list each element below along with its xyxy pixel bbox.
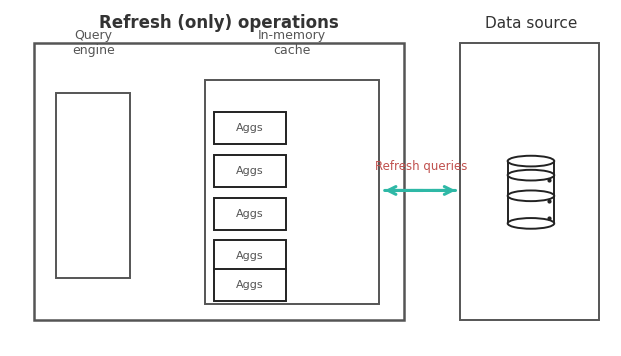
Text: Aggs: Aggs <box>236 123 264 133</box>
Bar <box>214 269 286 301</box>
Bar <box>460 43 599 320</box>
Bar <box>34 43 404 320</box>
Ellipse shape <box>508 190 555 201</box>
Text: Aggs: Aggs <box>236 251 264 261</box>
Bar <box>56 93 130 278</box>
Text: Data source: Data source <box>485 16 577 31</box>
Text: Refresh queries: Refresh queries <box>375 159 467 173</box>
Ellipse shape <box>508 170 555 180</box>
Bar <box>214 240 286 272</box>
Text: Refresh (only) operations: Refresh (only) operations <box>99 14 339 32</box>
Text: In-memory
cache: In-memory cache <box>258 29 326 57</box>
Text: Aggs: Aggs <box>236 280 264 290</box>
Ellipse shape <box>508 156 555 167</box>
Text: Aggs: Aggs <box>236 209 264 219</box>
Text: Query
engine: Query engine <box>72 29 114 57</box>
Ellipse shape <box>508 218 555 229</box>
Bar <box>214 112 286 144</box>
Bar <box>205 80 379 304</box>
Bar <box>214 155 286 187</box>
Text: Aggs: Aggs <box>236 166 264 176</box>
Bar <box>214 198 286 230</box>
